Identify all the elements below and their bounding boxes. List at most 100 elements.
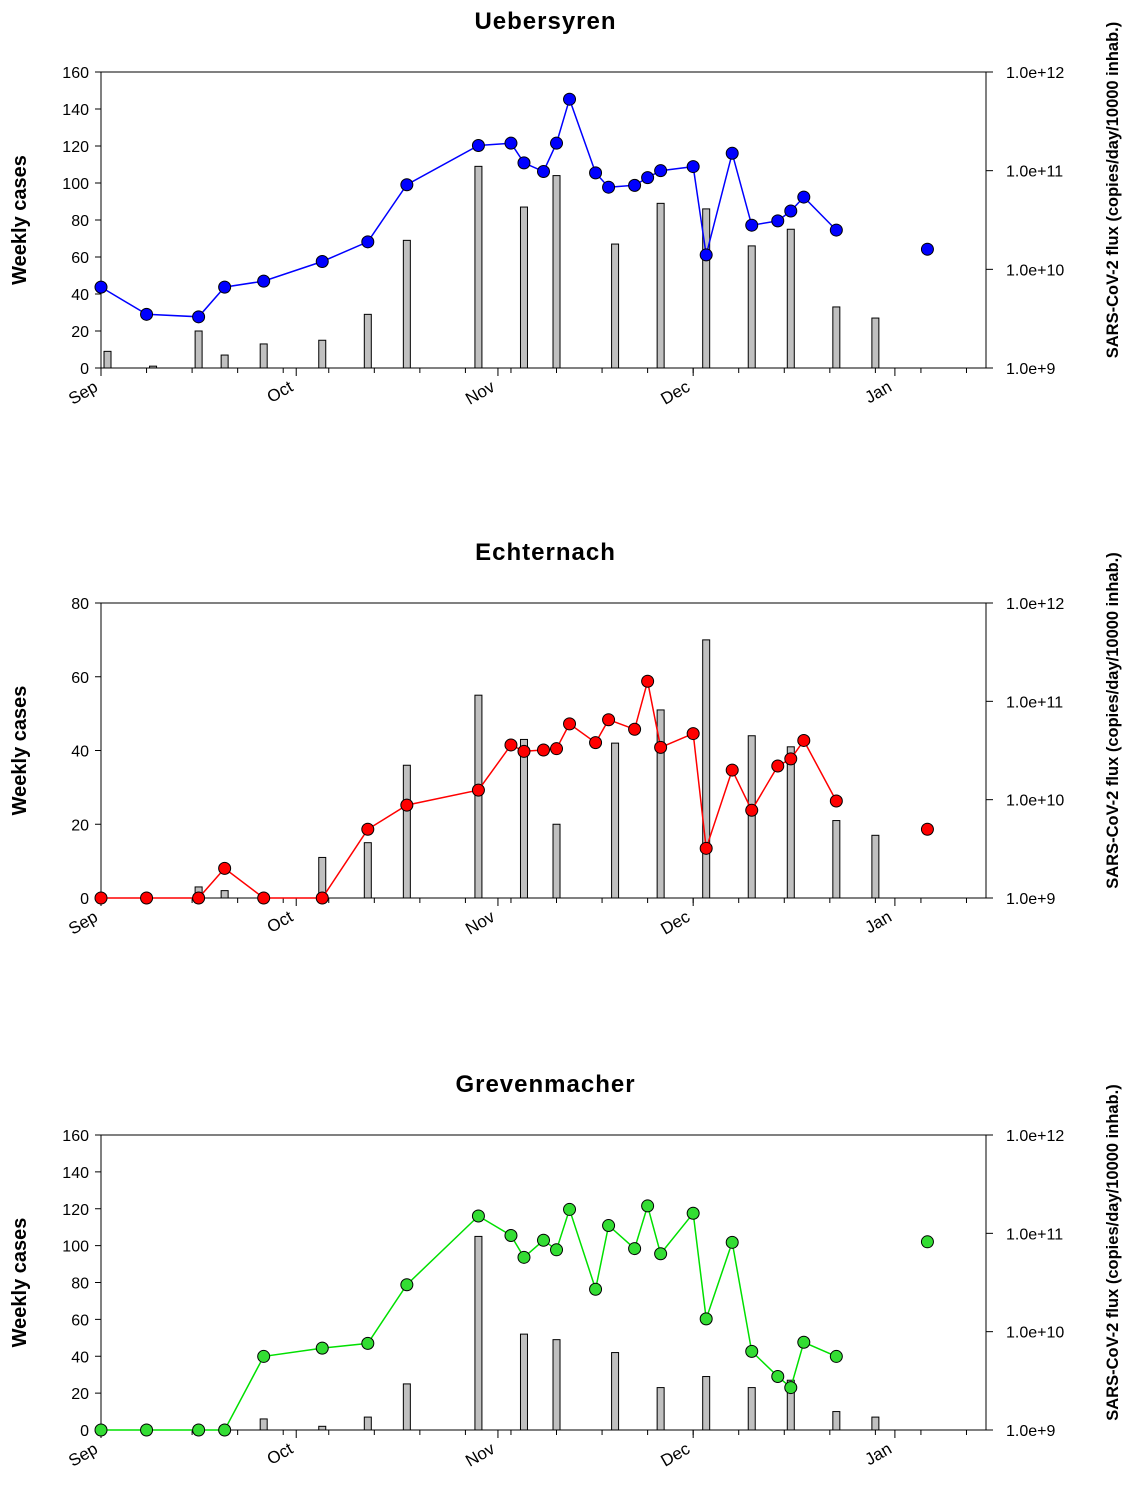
x-tick-label: Jan <box>862 1439 895 1469</box>
flux-point <box>654 1247 668 1261</box>
flux-point <box>400 1278 414 1292</box>
case-bar <box>259 1418 268 1431</box>
flux-point <box>218 861 232 875</box>
flux-point <box>686 1206 700 1220</box>
case-bar <box>402 764 411 899</box>
y-axis-label: Weekly cases <box>9 155 31 285</box>
y2-tick-label: 1.0e+9 <box>1006 361 1055 378</box>
flux-point <box>537 1233 550 1247</box>
case-bar <box>519 738 528 899</box>
y-tick-label: 40 <box>71 1349 89 1366</box>
flux-point <box>517 1250 531 1264</box>
case-bar <box>702 1376 711 1431</box>
flux-point <box>361 235 375 249</box>
flux-point <box>920 822 934 836</box>
flux-point <box>517 156 531 170</box>
y-tick-label: 120 <box>62 139 89 156</box>
flux-point <box>94 891 108 905</box>
y2-tick-label: 1.0e+11 <box>1006 694 1063 711</box>
flux-point <box>725 146 739 160</box>
flux-point <box>537 165 550 179</box>
flux-point <box>504 136 518 150</box>
y-tick-label: 80 <box>71 596 89 613</box>
flux-point <box>517 744 531 758</box>
flux-point <box>563 1202 577 1216</box>
case-bar <box>552 175 561 369</box>
y-tick-label: 0 <box>80 1423 89 1440</box>
y2-tick-label: 1.0e+10 <box>1006 793 1064 810</box>
y2-tick-label: 1.0e+12 <box>1006 1128 1064 1145</box>
flux-point <box>471 138 485 152</box>
case-bar <box>149 365 158 369</box>
flux-point <box>589 166 603 180</box>
y-tick-label: 60 <box>71 1312 89 1329</box>
case-bar <box>611 1352 620 1431</box>
case-bar <box>832 1411 841 1431</box>
case-bar <box>402 1383 411 1431</box>
y-axis-label: Weekly cases <box>9 1218 31 1348</box>
flux-point <box>140 891 154 905</box>
x-tick-label: Oct <box>264 907 297 937</box>
chart-panel-1: Uebersyren Weekly cases SARS-CoV-2 flux (c… <box>9 8 1122 409</box>
case-bar <box>402 239 411 369</box>
x-tick-label: Nov <box>462 377 498 409</box>
y-tick-label: 20 <box>71 817 89 834</box>
flux-point <box>550 1243 564 1257</box>
chart-title: Grevenmacher <box>455 1071 635 1098</box>
flux-point <box>192 1423 206 1437</box>
flux-point <box>563 717 577 731</box>
y-tick-label: 140 <box>62 102 89 119</box>
case-bar <box>747 735 756 899</box>
flux-point <box>784 1381 798 1395</box>
y-tick-label: 40 <box>71 287 89 304</box>
flux-point <box>771 759 785 773</box>
flux-point <box>550 136 564 150</box>
x-tick-label: Nov <box>462 907 498 939</box>
flux-point <box>641 674 655 688</box>
flux-point <box>797 733 811 747</box>
flux-point <box>504 738 518 752</box>
case-bar <box>702 639 711 899</box>
case-bar <box>519 1333 528 1431</box>
flux-point <box>628 722 642 736</box>
flux-point <box>550 742 564 756</box>
x-tick-label: Oct <box>264 1439 297 1469</box>
flux-point <box>771 214 785 228</box>
plot-frame <box>100 71 987 369</box>
y-tick-label: 140 <box>62 1165 89 1182</box>
case-bar <box>552 823 561 899</box>
y-tick-label: 80 <box>71 1276 89 1293</box>
flux-point <box>315 891 329 905</box>
y-tick-label: 20 <box>71 324 89 341</box>
flux-point <box>602 713 616 727</box>
y2-tick-label: 1.0e+9 <box>1006 1423 1055 1440</box>
y-tick-label: 0 <box>80 891 89 908</box>
flux-point <box>641 1199 655 1213</box>
flux-point <box>361 1336 375 1350</box>
flux-point <box>745 803 759 817</box>
case-bar <box>519 206 528 369</box>
case-bar <box>786 228 795 369</box>
flux-point <box>602 180 616 194</box>
flux-point <box>589 1282 603 1296</box>
y-tick-label: 100 <box>62 176 89 193</box>
flux-point <box>315 255 329 269</box>
y2-tick-label: 1.0e+10 <box>1006 1325 1064 1342</box>
flux-point <box>641 171 655 185</box>
chart-title: Uebersyren <box>474 8 616 35</box>
case-bar <box>363 313 372 369</box>
flux-point <box>361 822 375 836</box>
flux-point <box>257 1349 271 1363</box>
case-bar <box>552 1339 561 1431</box>
chart-panel-2: Echternach Weekly cases SARS-CoV-2 flux (c… <box>9 539 1122 939</box>
flux-point <box>218 1423 232 1437</box>
case-bar <box>103 350 112 369</box>
flux-point <box>589 736 603 750</box>
flux-point <box>699 841 713 855</box>
case-bar <box>871 317 880 369</box>
y-tick-label: 40 <box>71 744 89 761</box>
y2-tick-label: 1.0e+11 <box>1006 164 1063 181</box>
case-bar <box>871 1416 880 1431</box>
y-tick-label: 100 <box>62 1239 89 1256</box>
